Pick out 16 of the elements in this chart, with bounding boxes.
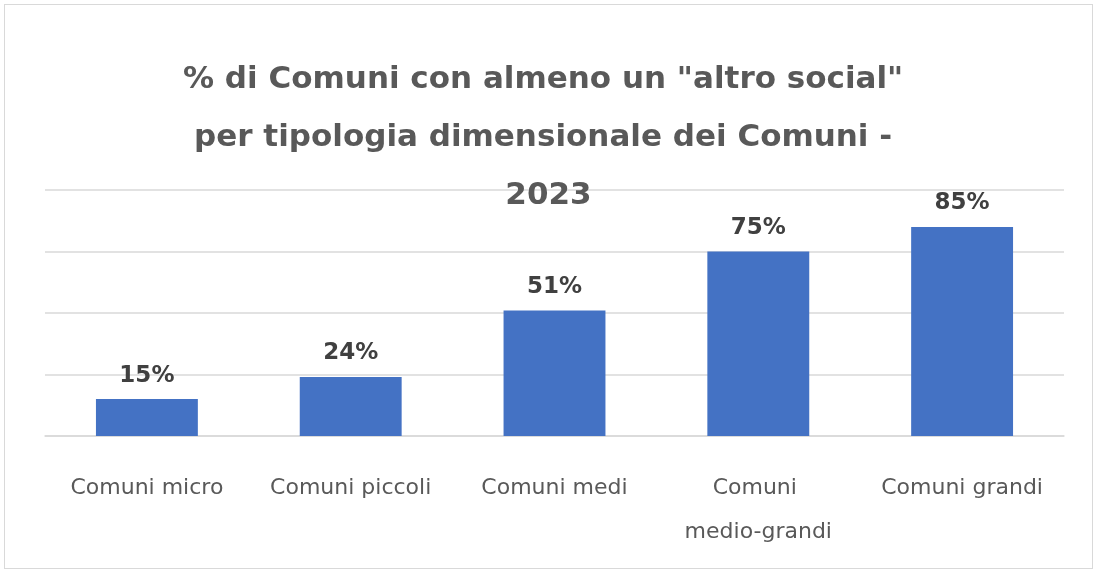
bar bbox=[503, 310, 606, 436]
bar bbox=[299, 376, 402, 436]
x-tick-label: Comuni medi bbox=[481, 473, 628, 499]
x-tick-label: Comuni piccoli bbox=[270, 473, 432, 499]
x-tick-label: Comuni medio-grandi bbox=[684, 473, 832, 543]
data-label: 85% bbox=[934, 188, 990, 215]
data-label: 15% bbox=[119, 360, 175, 387]
data-label: 75% bbox=[730, 213, 786, 239]
bar bbox=[911, 226, 1014, 436]
x-tick-label: Comuni micro bbox=[70, 473, 224, 499]
x-tick-label: Comuni grandi bbox=[881, 473, 1043, 499]
bar bbox=[707, 251, 810, 436]
data-label: 24% bbox=[323, 338, 379, 365]
bar bbox=[95, 399, 198, 436]
data-label: 51% bbox=[526, 272, 583, 299]
chart-title: % di Comuni con almeno un "altro social" per tipologia dimensionale dei Comuni - 2023 bbox=[183, 59, 914, 211]
